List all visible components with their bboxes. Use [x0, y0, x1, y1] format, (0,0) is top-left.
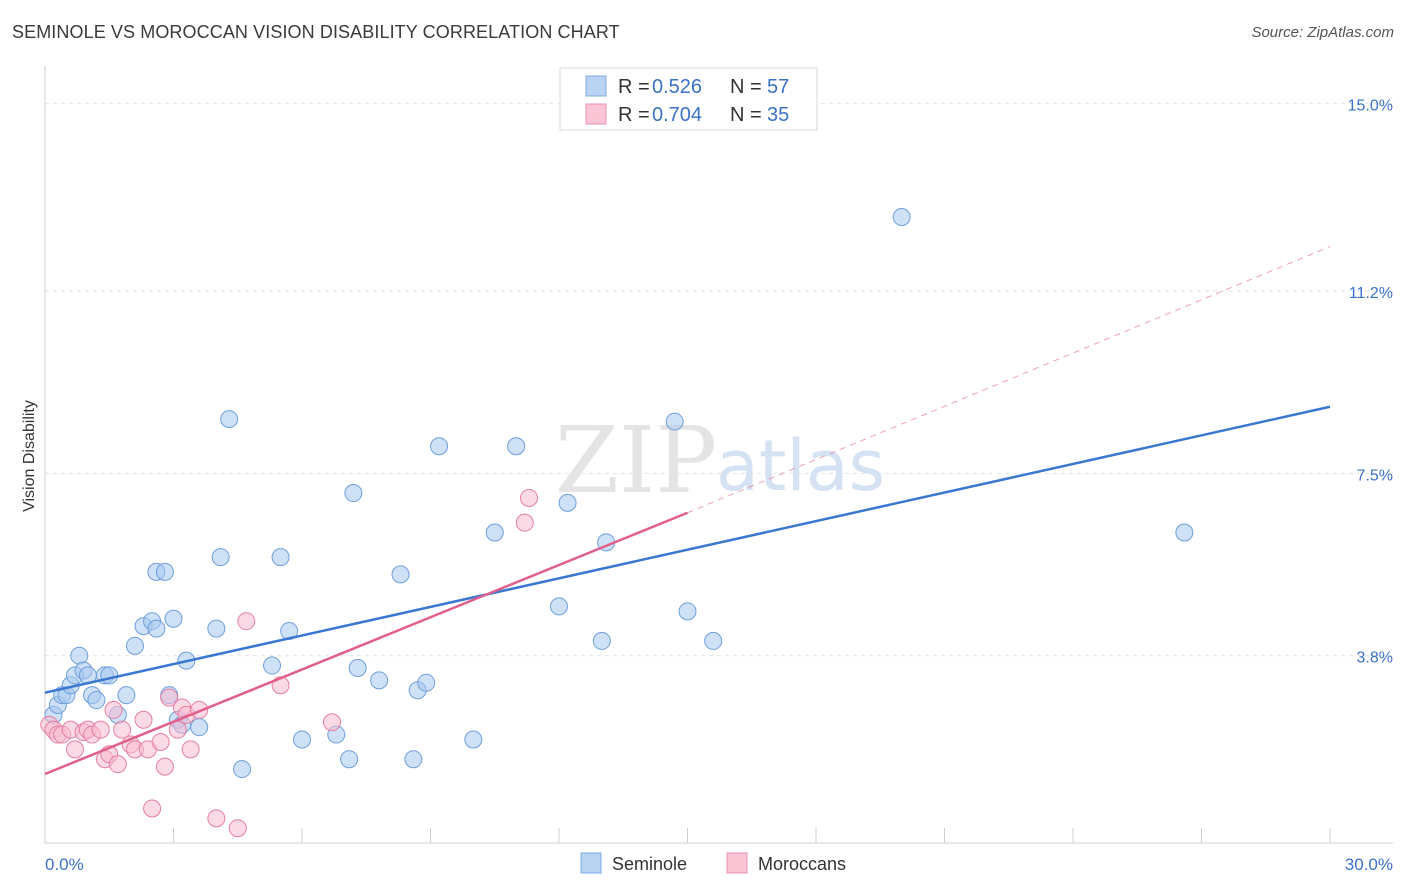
point-series-1-12: [104, 700, 123, 719]
trend-line-extension-series-1: [687, 246, 1331, 514]
watermark-zip: ZIP: [555, 407, 717, 514]
chart-source: Source: ZipAtlas.com: [1251, 24, 1394, 41]
point-series-1-13: [108, 755, 127, 774]
point-series-0-45: [464, 730, 483, 749]
point-series-0-39: [370, 671, 389, 690]
point-series-0-32: [271, 548, 290, 567]
point-series-1-20: [151, 732, 170, 751]
series-legend-swatch-moroccans: [726, 852, 748, 874]
legend-swatch-seminole: [585, 75, 607, 97]
series-legend-label-moroccans: Moroccans: [758, 854, 846, 874]
point-series-0-26: [190, 718, 209, 737]
point-series-0-54: [704, 631, 723, 650]
point-series-0-34: [293, 730, 311, 749]
series-legend-label-seminole: Seminole: [612, 854, 687, 874]
point-series-1-21: [155, 757, 174, 776]
point-series-0-29: [220, 410, 239, 429]
series-legend-swatch-seminole: [580, 852, 602, 874]
legend-r-value-2: 0.704: [652, 104, 702, 126]
point-series-0-37: [344, 484, 363, 503]
point-series-1-30: [237, 612, 256, 631]
legend-n-value-2: 35: [767, 104, 789, 126]
data-points: [40, 208, 1194, 838]
point-series-0-18: [147, 619, 166, 638]
point-series-0-15: [125, 636, 144, 655]
point-series-1-5: [65, 740, 84, 759]
point-series-0-53: [678, 602, 697, 621]
watermark: ZIP atlas: [555, 407, 885, 514]
point-series-1-22: [160, 688, 179, 707]
point-series-0-52: [665, 412, 684, 431]
axis-labels: 3.8% 7.5% 11.2% 15.0% 0.0% 30.0% Vision Disabi…: [21, 98, 1393, 874]
point-series-0-20: [155, 562, 174, 581]
point-series-0-28: [211, 548, 230, 567]
point-series-0-48: [550, 597, 568, 616]
point-series-0-43: [417, 673, 436, 692]
point-series-1-17: [134, 710, 153, 729]
legend-swatch-moroccans: [585, 103, 607, 125]
point-series-0-41: [404, 750, 423, 769]
y-tick-label-0: 3.8%: [1357, 650, 1393, 667]
trend-line-series-0: [44, 405, 1331, 694]
trend-lines: [44, 246, 1331, 776]
point-series-1-26: [181, 740, 200, 759]
point-series-0-50: [592, 631, 611, 650]
legend-n-value-1: 57: [767, 76, 789, 98]
legend-r-label-1: R =: [618, 76, 650, 98]
trend-line-series-1: [44, 511, 688, 776]
point-series-1-9: [91, 720, 110, 739]
stats-legend: R = 0.526 N = 57 R = 0.704 N = 35: [559, 67, 818, 131]
point-series-1-34: [515, 513, 534, 532]
x-tick-label-min: 0.0%: [45, 855, 84, 874]
series-legend: Seminole Moroccans: [580, 852, 846, 874]
point-series-0-12: [100, 666, 119, 685]
point-series-0-22: [164, 609, 183, 628]
y-axis-title: Vision Disability: [21, 400, 38, 512]
point-series-0-36: [340, 750, 359, 769]
point-series-0-10: [87, 691, 106, 710]
point-series-0-55: [892, 208, 911, 227]
point-series-0-47: [507, 437, 526, 456]
legend-r-label-2: R =: [618, 104, 650, 126]
point-series-1-32: [322, 713, 341, 732]
point-series-0-30: [233, 760, 252, 779]
point-series-0-44: [430, 437, 449, 456]
y-tick-label-2: 11.2%: [1349, 285, 1393, 302]
point-series-0-31: [263, 656, 282, 675]
legend-r-value-1: 0.526: [652, 76, 702, 98]
legend-n-label-2: N =: [730, 104, 762, 126]
point-series-0-14: [117, 686, 136, 705]
point-series-1-33: [520, 488, 539, 507]
gridlines: [45, 103, 1393, 657]
point-series-0-40: [391, 565, 410, 584]
point-series-0-46: [485, 523, 504, 542]
point-series-1-28: [207, 809, 226, 828]
legend-n-label-1: N =: [730, 76, 762, 98]
point-series-1-29: [228, 819, 247, 838]
point-series-0-56: [1175, 523, 1194, 542]
point-series-0-27: [207, 619, 226, 638]
y-tick-label-1: 7.5%: [1357, 467, 1393, 484]
series-1-points: [40, 488, 539, 838]
point-series-0-49: [558, 493, 577, 512]
y-tick-label-3: 15.0%: [1348, 98, 1393, 115]
point-series-1-19: [143, 799, 162, 818]
chart-title: SEMINOLE VS MOROCCAN VISION DISABILITY C…: [12, 22, 620, 42]
point-series-0-38: [348, 659, 367, 678]
point-series-1-14: [113, 720, 132, 739]
x-tick-label-max: 30.0%: [1345, 855, 1393, 874]
